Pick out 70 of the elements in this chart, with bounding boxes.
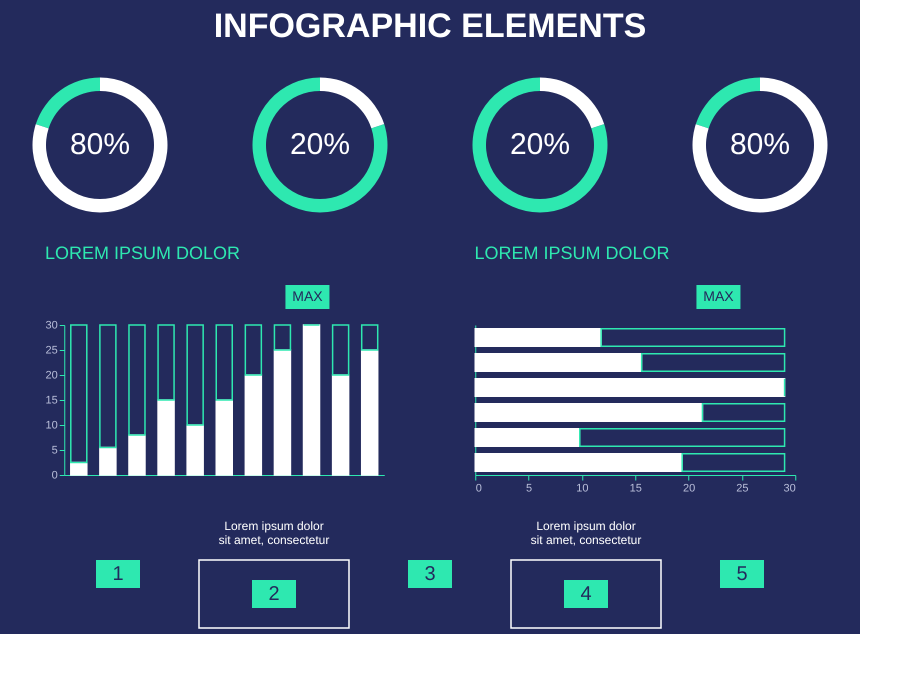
- text: 4: [580, 583, 592, 605]
- bar: [302, 324, 320, 476]
- text: 5: [736, 563, 748, 585]
- chart-title: LOREM IPSUM DOLOR: [474, 243, 670, 263]
- text: 80%: [70, 128, 130, 161]
- x-tick-label: 0: [476, 482, 482, 494]
- bar: [360, 324, 378, 351]
- donut-slice: [320, 78, 384, 128]
- text: Lorem ipsum dolor sit amet, consectetur: [218, 519, 330, 547]
- bar: [600, 328, 786, 347]
- donut-slice: [696, 78, 760, 128]
- x-tick-label: 30: [784, 482, 796, 494]
- y-tick-label: 25: [46, 344, 58, 356]
- bar: [474, 403, 704, 422]
- chart-title: LOREM IPSUM DOLOR: [45, 243, 240, 263]
- donut-slice: [36, 78, 100, 128]
- y-tick-label: 0: [52, 470, 58, 482]
- bar: [474, 428, 581, 447]
- bar: [157, 324, 175, 401]
- text: 80%: [730, 128, 790, 161]
- bar: [157, 399, 175, 476]
- x-tick-label: 15: [630, 482, 642, 494]
- bar: [99, 446, 117, 476]
- bar: [474, 353, 642, 372]
- bar: [186, 324, 204, 426]
- bar: [579, 428, 786, 447]
- bar: [186, 424, 204, 476]
- bar: [702, 403, 786, 422]
- text: 1: [112, 563, 124, 585]
- bar: [244, 324, 262, 376]
- text: MAX: [703, 288, 734, 304]
- bar: [681, 453, 786, 472]
- text: 2: [268, 583, 280, 605]
- donut-slice: [540, 78, 604, 128]
- x-tick-label: 5: [526, 482, 532, 494]
- text: Lorem ipsum dolor sit amet, consectetur: [530, 519, 642, 547]
- x-tick-label: 25: [736, 482, 749, 494]
- bar: [274, 349, 292, 476]
- bar: [332, 374, 350, 476]
- bar: [474, 453, 683, 472]
- bar: [474, 328, 602, 347]
- bar: [244, 374, 262, 476]
- bar: [640, 353, 786, 372]
- donut-slice: [252, 78, 388, 212]
- y-tick-label: 30: [46, 320, 58, 332]
- x-tick-label: 10: [576, 482, 589, 494]
- bar: [360, 349, 378, 476]
- text: 20%: [290, 128, 350, 161]
- donut-slice: [692, 78, 828, 212]
- bar: [70, 462, 88, 476]
- y-tick-label: 15: [46, 394, 58, 406]
- x-tick-label: 20: [682, 482, 696, 494]
- y-tick-label: 5: [52, 444, 58, 456]
- bar: [216, 324, 233, 401]
- text: INFOGRAPHIC ELEMENTS: [214, 7, 646, 45]
- bar: [70, 324, 88, 464]
- text: 3: [424, 563, 436, 585]
- donut-slice: [32, 78, 168, 212]
- text: 20%: [510, 128, 570, 161]
- text: MAX: [292, 288, 324, 304]
- bar: [128, 434, 146, 476]
- bar: [474, 378, 786, 397]
- bar: [274, 324, 292, 351]
- bar: [216, 399, 233, 476]
- y-tick-label: 10: [46, 420, 58, 432]
- donut-slice: [472, 78, 608, 212]
- y-tick-label: 20: [46, 370, 58, 382]
- bar: [99, 324, 117, 448]
- bar: [128, 324, 146, 436]
- bar: [332, 324, 350, 376]
